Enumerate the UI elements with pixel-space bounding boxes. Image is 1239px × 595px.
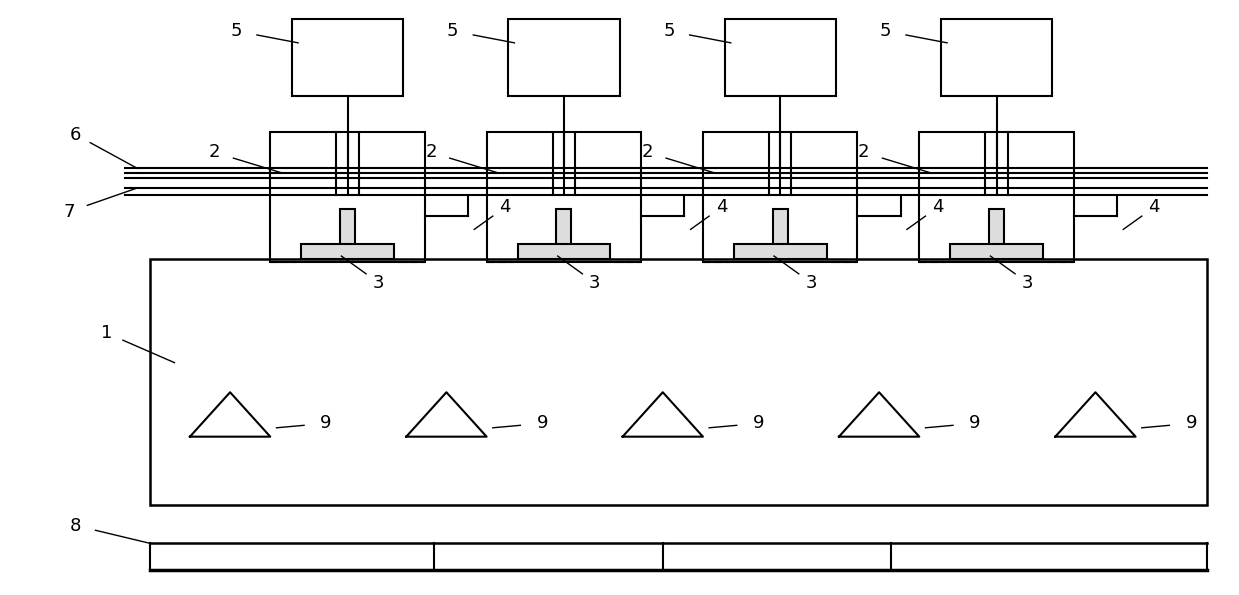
Text: 9: 9 — [1186, 414, 1197, 433]
Text: 3: 3 — [805, 274, 817, 292]
FancyBboxPatch shape — [733, 244, 826, 259]
Text: 2: 2 — [857, 143, 870, 161]
Text: 9: 9 — [536, 414, 548, 433]
Text: 2: 2 — [425, 143, 436, 161]
Text: 5: 5 — [663, 22, 675, 40]
Text: 4: 4 — [1149, 198, 1160, 216]
Text: 4: 4 — [499, 198, 510, 216]
Text: 2: 2 — [209, 143, 221, 161]
Text: 9: 9 — [969, 414, 980, 433]
Text: 1: 1 — [100, 324, 113, 342]
Text: 4: 4 — [716, 198, 727, 216]
Text: 5: 5 — [447, 22, 458, 40]
Text: 9: 9 — [753, 414, 764, 433]
Text: 5: 5 — [230, 22, 242, 40]
FancyBboxPatch shape — [301, 244, 394, 259]
FancyBboxPatch shape — [518, 244, 611, 259]
Text: 3: 3 — [1022, 274, 1033, 292]
Text: 4: 4 — [932, 198, 944, 216]
Text: 6: 6 — [69, 126, 82, 143]
FancyBboxPatch shape — [989, 209, 1004, 259]
FancyBboxPatch shape — [950, 244, 1043, 259]
Text: 2: 2 — [642, 143, 653, 161]
FancyBboxPatch shape — [341, 209, 354, 259]
FancyBboxPatch shape — [773, 209, 788, 259]
FancyBboxPatch shape — [556, 209, 571, 259]
Text: 9: 9 — [320, 414, 332, 433]
Text: 3: 3 — [589, 274, 601, 292]
Text: 8: 8 — [69, 516, 82, 534]
Text: 7: 7 — [63, 203, 76, 221]
Text: 5: 5 — [880, 22, 891, 40]
Text: 3: 3 — [373, 274, 384, 292]
